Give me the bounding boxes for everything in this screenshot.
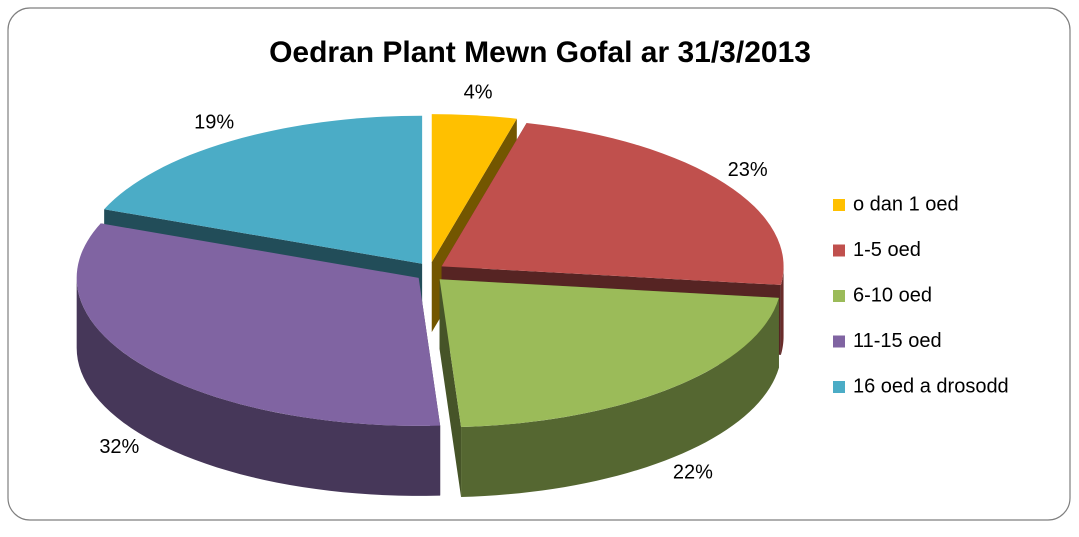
legend-label: 16 oed a drosodd [853, 375, 1009, 397]
legend-swatch [833, 244, 845, 257]
slice [76, 223, 441, 426]
outer-walls [76, 266, 784, 497]
legend-label: 6-10 oed [853, 284, 932, 306]
data-label: 32% [99, 436, 139, 458]
legend-label: 1-5 oed [853, 239, 921, 261]
slice [441, 123, 784, 285]
legend-swatch [833, 290, 845, 302]
slice [431, 114, 517, 263]
legend-swatch [833, 335, 845, 348]
data-label: 4% [464, 82, 493, 104]
data-label: 19% [194, 111, 234, 133]
legend-label: o dan 1 oed [853, 193, 959, 215]
legend-label: 11-15 oed [853, 330, 942, 352]
slice-outer-wall [76, 277, 441, 496]
legend-swatch [833, 381, 845, 393]
data-label: 22% [673, 461, 713, 483]
data-label: 23% [728, 159, 768, 181]
slice-outer-wall [461, 297, 779, 497]
slice [104, 115, 423, 264]
slice [439, 279, 779, 427]
chart-title: Oedran Plant Mewn Gofal ar 31/3/2013 [269, 36, 811, 69]
slice-radial-wall [439, 279, 462, 497]
top-faces [76, 114, 784, 427]
slice-outer-wall [780, 266, 784, 355]
legend-swatch [833, 199, 845, 211]
